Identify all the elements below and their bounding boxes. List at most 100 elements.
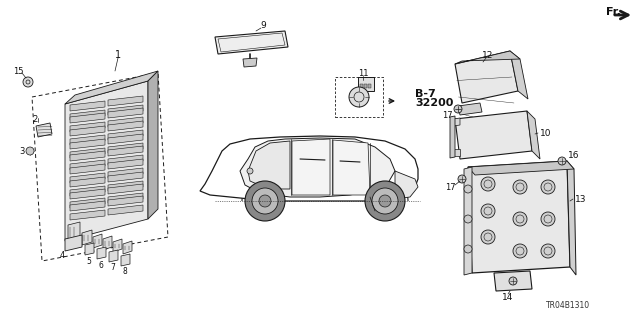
Text: Fr.: Fr.: [606, 7, 621, 17]
Polygon shape: [108, 117, 143, 127]
Polygon shape: [108, 155, 143, 165]
Text: 12: 12: [483, 51, 493, 61]
Polygon shape: [248, 141, 290, 189]
Circle shape: [259, 195, 271, 207]
Circle shape: [464, 185, 472, 193]
Text: 17: 17: [442, 110, 452, 120]
Polygon shape: [97, 247, 106, 259]
Polygon shape: [108, 96, 143, 106]
Polygon shape: [453, 118, 460, 126]
Polygon shape: [70, 151, 105, 161]
Polygon shape: [108, 181, 143, 191]
Polygon shape: [121, 254, 130, 266]
Polygon shape: [70, 177, 105, 187]
Text: 6: 6: [99, 261, 104, 270]
Text: 2: 2: [33, 115, 38, 123]
Circle shape: [372, 188, 398, 214]
Circle shape: [541, 244, 555, 258]
Polygon shape: [108, 159, 143, 169]
Polygon shape: [240, 138, 395, 197]
Polygon shape: [215, 31, 288, 54]
Polygon shape: [243, 58, 257, 67]
Polygon shape: [70, 126, 105, 136]
Polygon shape: [36, 123, 52, 137]
Circle shape: [245, 181, 285, 221]
Polygon shape: [527, 111, 540, 159]
Polygon shape: [70, 139, 105, 149]
Polygon shape: [455, 111, 532, 159]
Polygon shape: [65, 81, 148, 241]
Polygon shape: [70, 148, 105, 158]
Circle shape: [481, 177, 495, 191]
Polygon shape: [464, 167, 472, 275]
Polygon shape: [108, 121, 143, 131]
Text: B-7: B-7: [415, 89, 436, 99]
Polygon shape: [292, 139, 330, 195]
Polygon shape: [455, 51, 520, 64]
Polygon shape: [108, 134, 143, 144]
Circle shape: [558, 157, 566, 165]
Polygon shape: [70, 201, 105, 211]
Circle shape: [513, 244, 527, 258]
Bar: [335, 77, 383, 117]
Polygon shape: [70, 173, 105, 183]
Polygon shape: [108, 184, 143, 194]
Text: 4: 4: [60, 251, 65, 261]
Circle shape: [464, 245, 472, 253]
Circle shape: [26, 147, 34, 155]
Ellipse shape: [479, 128, 503, 144]
Polygon shape: [70, 164, 105, 174]
Polygon shape: [453, 149, 460, 156]
Circle shape: [454, 105, 462, 113]
Circle shape: [509, 277, 517, 285]
Text: 3: 3: [19, 146, 25, 155]
Text: 5: 5: [86, 256, 92, 265]
Polygon shape: [65, 235, 82, 251]
Polygon shape: [108, 172, 143, 182]
Polygon shape: [108, 108, 143, 118]
Circle shape: [349, 87, 369, 107]
Polygon shape: [108, 193, 143, 203]
Polygon shape: [70, 122, 105, 132]
Polygon shape: [113, 239, 122, 252]
Bar: [364, 84, 367, 88]
Circle shape: [252, 188, 278, 214]
Text: 11: 11: [358, 70, 368, 78]
Text: 13: 13: [575, 195, 586, 204]
Polygon shape: [200, 136, 418, 201]
Polygon shape: [333, 140, 370, 195]
Polygon shape: [458, 103, 482, 115]
Polygon shape: [70, 135, 105, 145]
Polygon shape: [108, 168, 143, 178]
Text: 17: 17: [445, 182, 455, 191]
Polygon shape: [108, 130, 143, 140]
Circle shape: [481, 204, 495, 218]
Bar: [358, 77, 374, 91]
Circle shape: [541, 180, 555, 194]
Circle shape: [247, 168, 253, 174]
Circle shape: [458, 175, 466, 183]
Polygon shape: [108, 143, 143, 153]
Polygon shape: [103, 236, 112, 250]
Text: 9: 9: [260, 21, 266, 31]
Polygon shape: [109, 250, 118, 262]
Text: 15: 15: [13, 66, 23, 76]
Text: TR04B1310: TR04B1310: [546, 300, 590, 309]
Text: 7: 7: [111, 263, 115, 272]
Polygon shape: [70, 113, 105, 123]
Circle shape: [481, 230, 495, 244]
Polygon shape: [82, 230, 92, 245]
Polygon shape: [567, 161, 576, 275]
Bar: [360, 84, 363, 88]
Text: 16: 16: [568, 151, 579, 160]
Polygon shape: [455, 51, 518, 103]
Bar: [368, 84, 371, 88]
Polygon shape: [32, 73, 168, 261]
Polygon shape: [510, 51, 528, 99]
Circle shape: [464, 215, 472, 223]
Text: 32200: 32200: [415, 98, 453, 108]
Polygon shape: [85, 243, 94, 255]
Polygon shape: [108, 105, 143, 115]
Polygon shape: [70, 198, 105, 208]
Circle shape: [513, 180, 527, 194]
